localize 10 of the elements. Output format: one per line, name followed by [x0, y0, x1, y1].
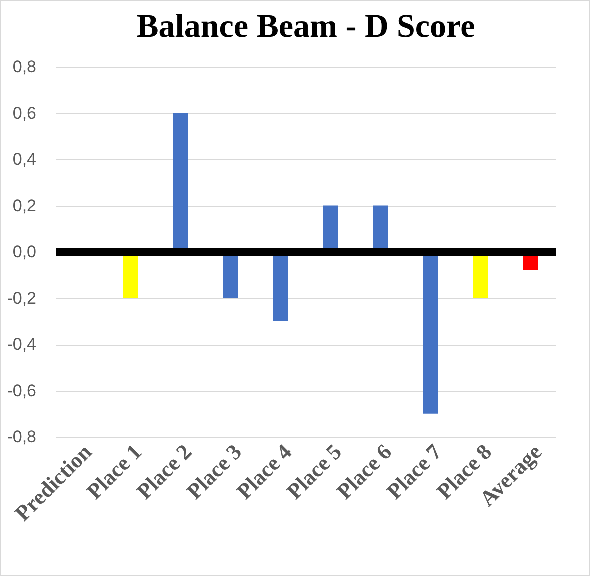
- chart-title: Balance Beam - D Score: [136, 9, 476, 45]
- y-tick-label: 0,0: [12, 242, 36, 262]
- y-tick-label: 0,4: [12, 150, 36, 169]
- y-tick-label: 0,8: [12, 58, 36, 76]
- y-tick-label: 0,6: [12, 104, 36, 123]
- y-tick-label: 0,2: [12, 196, 36, 216]
- y-tick-label: -0,2: [7, 288, 36, 308]
- y-tick-label: -0,6: [7, 381, 36, 400]
- y-tick-label: -0,8: [7, 428, 36, 446]
- y-tick-label: -0,4: [7, 335, 36, 354]
